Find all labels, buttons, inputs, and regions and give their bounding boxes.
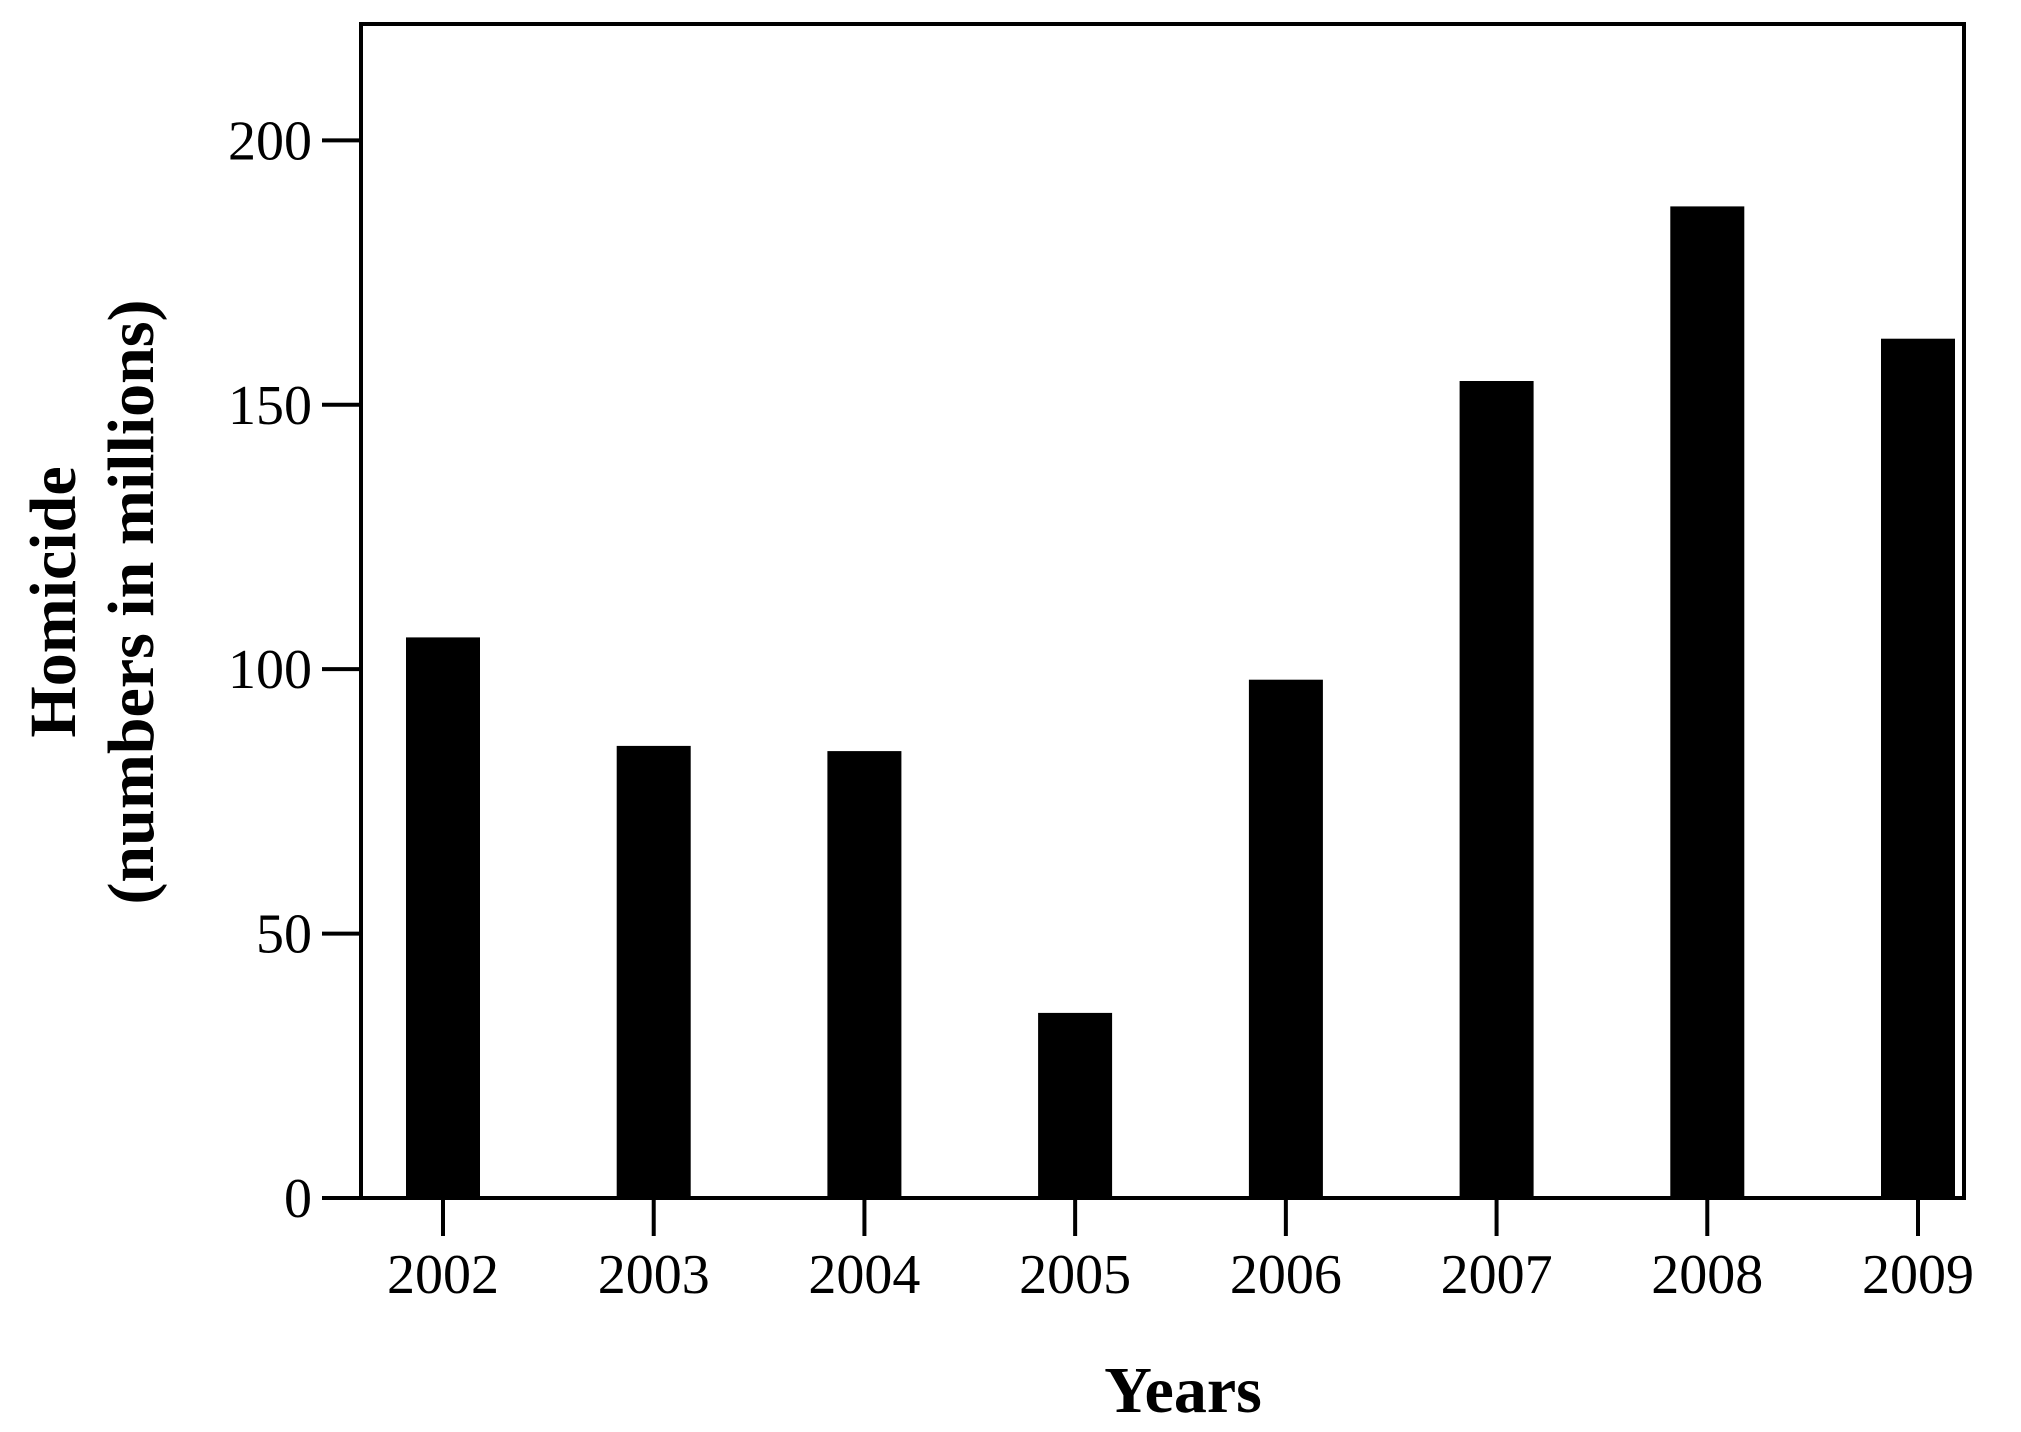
bar-2003 — [616, 745, 691, 1198]
x-tick-label-2007: 2007 — [1441, 1244, 1553, 1306]
y-tick-label-0: 0 — [284, 1168, 312, 1230]
bar-2009 — [1881, 338, 1955, 1198]
x-tick-label-2008: 2008 — [1651, 1244, 1763, 1306]
y-tick-label-200: 200 — [228, 110, 312, 172]
x-tick-label-2005: 2005 — [1019, 1244, 1131, 1306]
y-tick-label-150: 150 — [228, 375, 312, 437]
x-tick-label-2009: 2009 — [1862, 1244, 1974, 1306]
x-axis-title: Years — [1104, 1354, 1262, 1427]
y-tick-label-100: 100 — [228, 639, 312, 701]
x-tick-label-2003: 2003 — [598, 1244, 710, 1306]
y-axis-title: Homicide — [17, 466, 90, 737]
y-axis-title-line2: (numbers in millions) — [95, 299, 168, 904]
y-tick-label-50: 50 — [256, 904, 312, 966]
bar-2004 — [827, 751, 902, 1198]
x-tick-label-2006: 2006 — [1230, 1244, 1342, 1306]
bar-2005 — [1038, 1012, 1113, 1198]
bar-2006 — [1248, 679, 1323, 1198]
x-tick-label-2002: 2002 — [387, 1244, 499, 1306]
x-axis: 2002 2003 2004 2005 2006 2007 2008 2009 — [387, 1198, 1974, 1306]
plot-frame — [359, 22, 1966, 1200]
y-axis: 0 50 100 150 200 — [228, 110, 361, 1230]
bar-2008 — [1670, 206, 1745, 1198]
bars-group — [406, 206, 1955, 1198]
bar-2007 — [1459, 381, 1534, 1198]
x-tick-label-2004: 2004 — [808, 1244, 920, 1306]
bar-2002 — [406, 637, 480, 1198]
